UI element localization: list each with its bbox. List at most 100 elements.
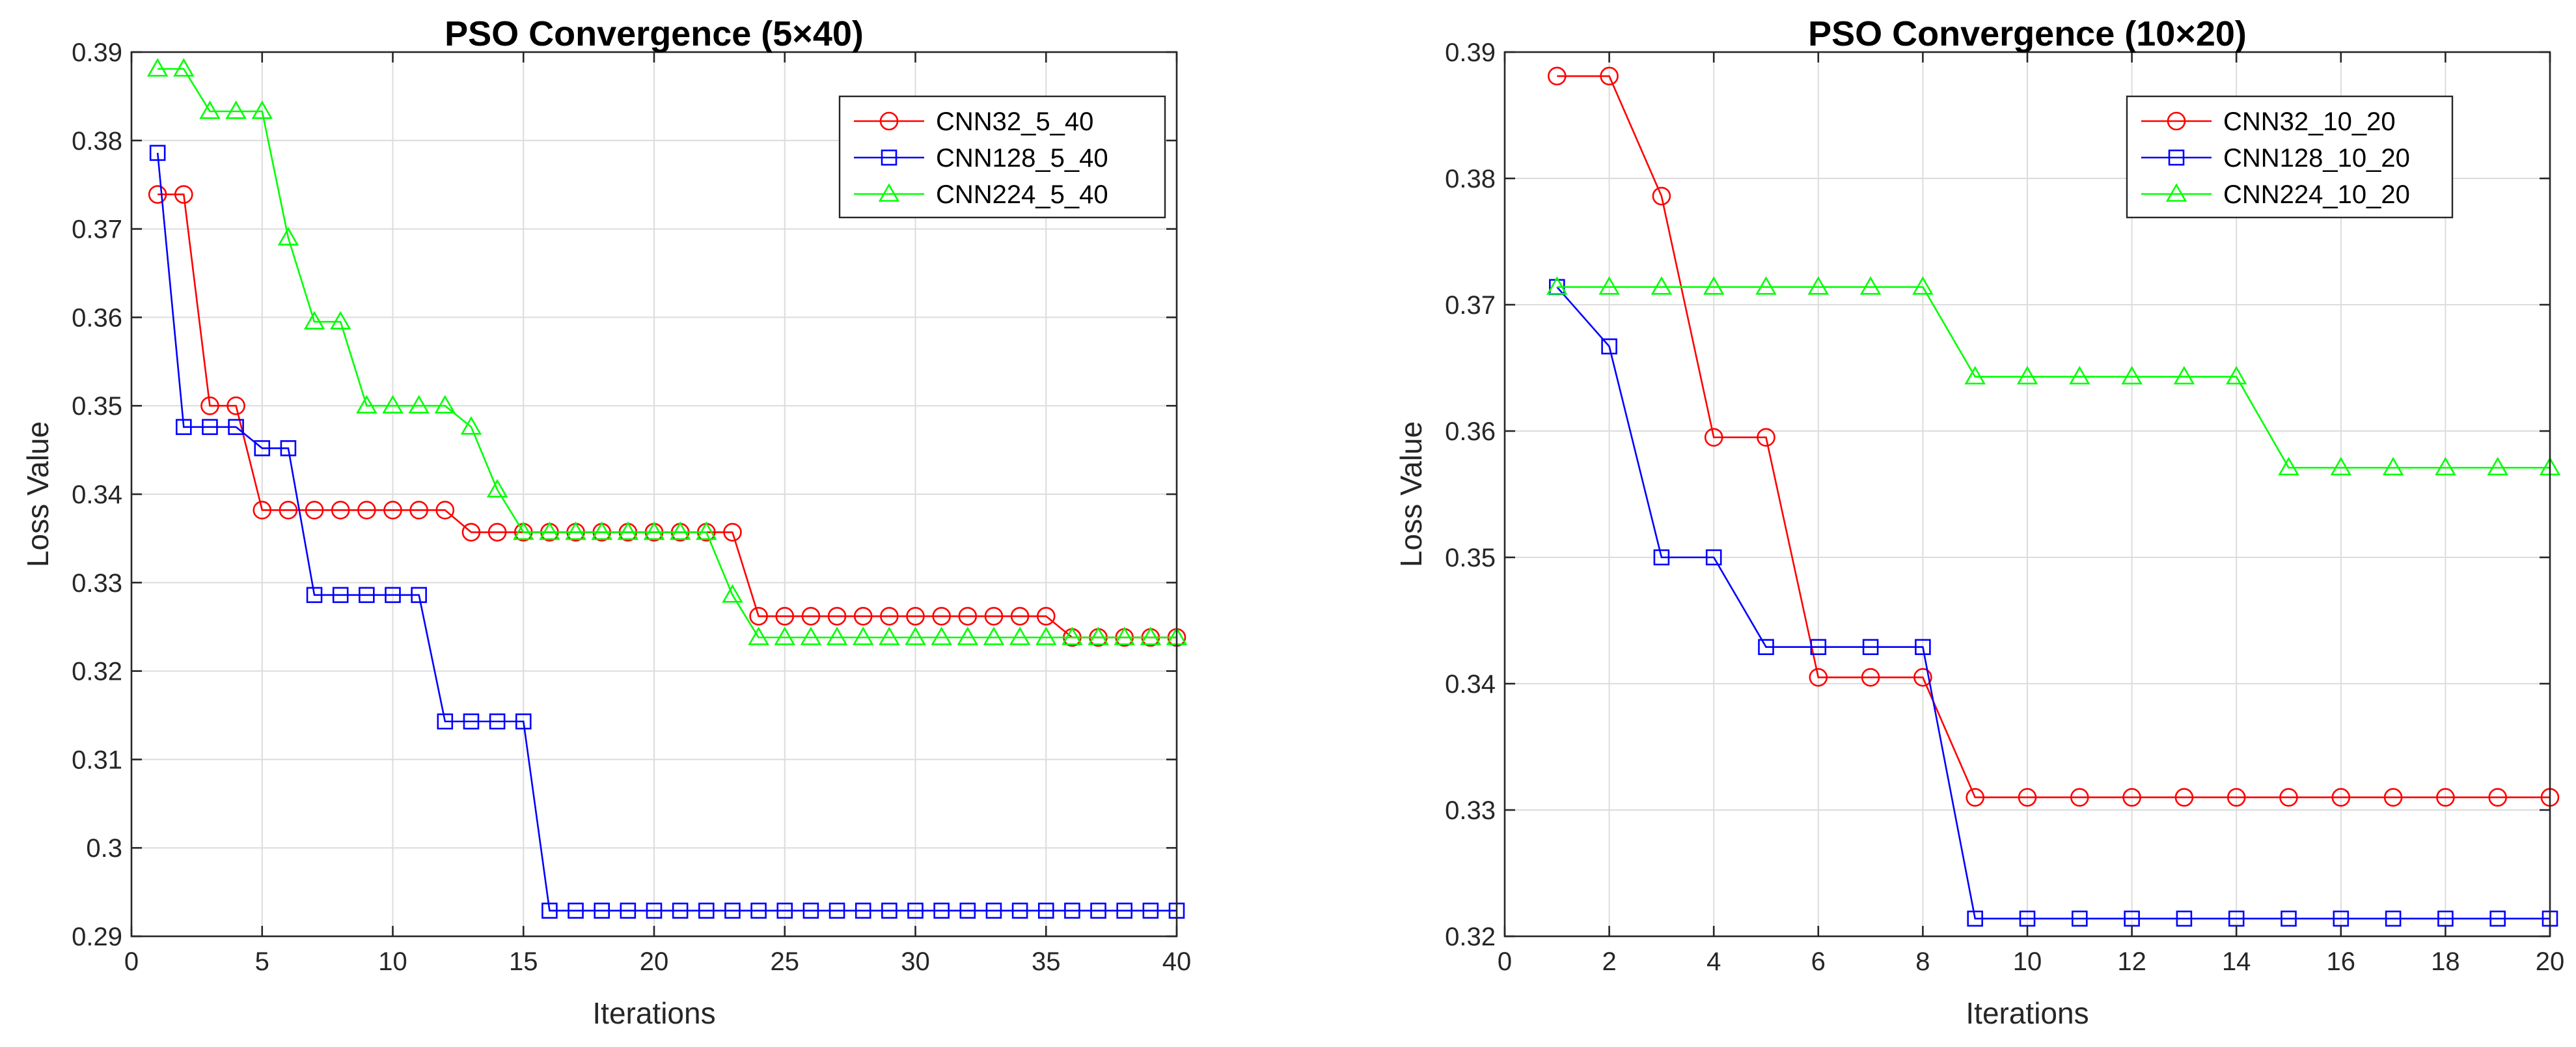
x-axis-label: Iterations: [592, 996, 715, 1030]
data-point: [382, 395, 404, 414]
data-point: [801, 607, 821, 626]
legend-marker: [2167, 111, 2186, 131]
data-point: [487, 523, 507, 542]
y-tick-label: 0.34: [1445, 670, 1496, 699]
legend-marker: [2165, 183, 2187, 202]
y-tick-label: 0.31: [72, 746, 122, 774]
data-point: [985, 902, 1002, 919]
data-point: [1755, 276, 1777, 295]
series-line: [158, 68, 1177, 639]
x-tick-label: 12: [2117, 947, 2146, 976]
data-point: [932, 607, 951, 626]
data-point: [173, 58, 195, 77]
chart-title: PSO Convergence (5×40): [445, 14, 864, 53]
data-point: [329, 311, 351, 329]
legend-item: CNN128_5_40: [854, 144, 1108, 173]
chart-right: 0 2 4 6 8 10 12 14 16 18 20 0.32 0.33 0.34 0.35 0.36 0.3…: [1394, 14, 2564, 1030]
y-tick-label: 0.37: [1445, 291, 1496, 320]
data-point: [1651, 276, 1673, 295]
data-point: [225, 100, 247, 119]
data-point: [774, 626, 795, 645]
y-tick-label: 0.33: [1445, 796, 1496, 825]
ticks: 0 5 10 15 20 25 30 35 40 0.29 0.3 0.31 0.32 0.33 0.34 0…: [72, 38, 1191, 976]
data-point: [228, 419, 244, 436]
data-point: [437, 713, 454, 730]
data-point: [279, 501, 298, 520]
data-point: [199, 100, 221, 119]
data-point: [1705, 549, 1722, 566]
data-point: [879, 626, 900, 645]
data-point: [489, 713, 506, 730]
data-point: [202, 419, 218, 436]
data-point: [2437, 910, 2454, 927]
data-point: [1116, 902, 1132, 919]
data-point: [2281, 910, 2297, 927]
legend-item: CNN224_10_20: [2141, 180, 2410, 209]
data-point: [2016, 365, 2038, 385]
data-point: [591, 521, 612, 540]
data-point: [1601, 338, 1617, 355]
data-point: [1546, 276, 1568, 295]
x-tick-label: 0: [1498, 947, 1512, 976]
data-point: [698, 902, 715, 919]
data-point: [1757, 428, 1775, 447]
data-point: [277, 227, 299, 245]
data-point: [568, 902, 584, 919]
data-point: [541, 902, 558, 919]
data-point: [1088, 626, 1109, 645]
data-point: [852, 626, 874, 645]
data-point: [1862, 639, 1879, 656]
data-point: [1037, 902, 1054, 919]
data-point: [460, 416, 482, 435]
data-point: [1598, 276, 1620, 295]
data-point: [672, 902, 689, 919]
data-point: [385, 587, 401, 604]
data-point: [1967, 910, 1983, 927]
series-CNN224_5_40: [146, 58, 1188, 645]
y-tick-label: 0.39: [1445, 38, 1496, 67]
data-point: [881, 902, 897, 919]
data-point: [1600, 66, 1619, 86]
data-point: [853, 607, 873, 626]
data-point: [724, 902, 741, 919]
data-point: [331, 501, 350, 520]
data-point: [2069, 365, 2090, 385]
data-point: [461, 523, 481, 542]
data-point: [2383, 788, 2403, 807]
data-point: [749, 607, 768, 626]
data-point: [486, 479, 508, 498]
y-tick-label: 0.33: [72, 569, 122, 598]
data-point: [1758, 639, 1774, 656]
data-point: [1064, 902, 1080, 919]
y-tick-label: 0.39: [72, 38, 122, 67]
data-point: [1704, 428, 1723, 447]
data-point: [643, 521, 665, 540]
legend-marker: [881, 149, 897, 166]
x-tick-label: 18: [2431, 947, 2460, 976]
y-tick-label: 0.34: [72, 481, 122, 509]
data-point: [2330, 456, 2352, 476]
data-point: [2019, 910, 2036, 927]
data-point: [1859, 276, 1882, 295]
data-point: [1090, 902, 1106, 919]
y-axis-label: Loss Value: [1394, 421, 1428, 567]
data-point: [149, 145, 166, 161]
data-point: [855, 902, 871, 919]
y-axis-label: Loss Value: [21, 421, 55, 567]
data-point: [826, 626, 848, 645]
legend-marker: [2168, 149, 2185, 166]
x-tick-label: 30: [901, 947, 930, 976]
data-point: [984, 607, 1004, 626]
data-point: [1966, 788, 1984, 807]
x-tick-label: 14: [2222, 947, 2251, 976]
data-point: [696, 521, 717, 540]
data-point: [800, 626, 822, 645]
y-tick-label: 0.35: [72, 392, 122, 421]
legend-label: CNN128_10_20: [2223, 144, 2410, 173]
data-point: [513, 521, 534, 540]
x-tick-label: 2: [1602, 947, 1616, 976]
data-point: [2124, 910, 2140, 927]
data-point: [254, 440, 271, 456]
x-tick-label: 6: [1811, 947, 1826, 976]
data-point: [1807, 276, 1829, 295]
